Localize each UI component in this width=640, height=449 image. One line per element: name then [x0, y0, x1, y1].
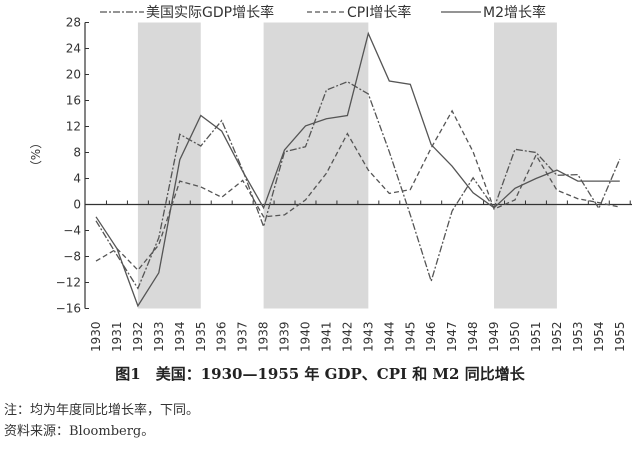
- x-tick-label: 1936: [215, 321, 229, 352]
- y-tick-label: 8: [73, 146, 81, 160]
- y-tick-label: 4: [73, 172, 81, 186]
- x-tick-label: 1939: [278, 321, 292, 352]
- solid-line-icon: [441, 11, 481, 13]
- y-tick-label: −16: [56, 302, 81, 316]
- legend-label-cpi: CPI增长率: [347, 5, 412, 21]
- dashed-line-icon: [307, 11, 345, 13]
- x-tick-label: 1930: [89, 321, 103, 352]
- shaded-period: [494, 22, 557, 309]
- y-tick-label: 24: [66, 42, 81, 56]
- shaded-period: [137, 22, 201, 309]
- y-tick-label: 20: [66, 68, 81, 82]
- legend: 美国实际GDP增长率 CPI增长率 M2增长率: [0, 2, 640, 22]
- x-tick-label: 1933: [152, 321, 166, 352]
- y-tick-label: −12: [56, 276, 81, 290]
- y-tick-label: 12: [66, 120, 81, 134]
- x-tick-label: 1949: [487, 321, 501, 352]
- x-tick-label: 1948: [466, 321, 480, 352]
- recession-shading: [137, 22, 557, 309]
- x-tick-label: 1945: [403, 321, 417, 352]
- figure-caption: 图1 美国：1930—1955 年 GDP、CPI 和 M2 同比增长: [115, 365, 525, 383]
- x-tick-label: 1953: [571, 321, 585, 352]
- y-tick-label: 28: [66, 16, 81, 30]
- chart-plot: 28 24 20 16 12 8 4 0 −4 −8 −12 −16 1930 1931 1932 1933 1…: [56, 16, 632, 352]
- x-tick-label: 1951: [529, 321, 543, 352]
- x-tick-label: 1931: [110, 321, 124, 352]
- legend-label-gdp: 美国实际GDP增长率: [146, 5, 275, 21]
- x-tick-label: 1955: [613, 321, 627, 352]
- x-tick-label: 1954: [592, 321, 606, 352]
- x-tick-label: 1935: [194, 321, 208, 352]
- dash-dot-line-icon: [100, 11, 144, 13]
- x-tick-label: 1938: [257, 321, 271, 352]
- y-tick-label: −8: [63, 250, 81, 264]
- series-line: [95, 109, 620, 272]
- note-text: 注：均为年度同比增长率，下同。: [4, 403, 200, 418]
- x-tick-label: 1950: [508, 321, 522, 352]
- y-tick-label: 16: [66, 94, 81, 108]
- x-tick-label: 1934: [173, 321, 187, 352]
- legend-item-gdp: 美国实际GDP增长率: [100, 2, 274, 22]
- series-line: [95, 31, 620, 308]
- data-lines: [95, 31, 621, 308]
- legend-label-m2: M2增长率: [483, 5, 546, 21]
- x-tick-label: 1952: [550, 321, 564, 352]
- x-tick-label: 1942: [340, 321, 354, 352]
- source-text: 资料来源：Bloomberg。: [4, 424, 155, 439]
- legend-item-m2: M2增长率: [441, 2, 546, 22]
- x-tick-label: 1937: [236, 321, 250, 352]
- legend-item-cpi: CPI增长率: [307, 2, 411, 22]
- y-axis-label: （%）: [29, 136, 44, 173]
- x-tick-label: 1943: [361, 321, 375, 352]
- x-tick-label: 1947: [445, 321, 459, 352]
- x-tick-label: 1946: [424, 321, 438, 352]
- y-tick-label: −4: [63, 224, 81, 238]
- axes: 28 24 20 16 12 8 4 0 −4 −8 −12 −16 1930 1931 1932 1933 1…: [56, 16, 632, 352]
- y-tick-label: 0: [73, 198, 81, 212]
- x-tick-label: 1932: [131, 321, 145, 352]
- x-tick-label: 1940: [299, 321, 313, 352]
- x-tick-label: 1944: [382, 321, 396, 352]
- series-line: [95, 80, 621, 290]
- x-tick-label: 1941: [319, 321, 333, 352]
